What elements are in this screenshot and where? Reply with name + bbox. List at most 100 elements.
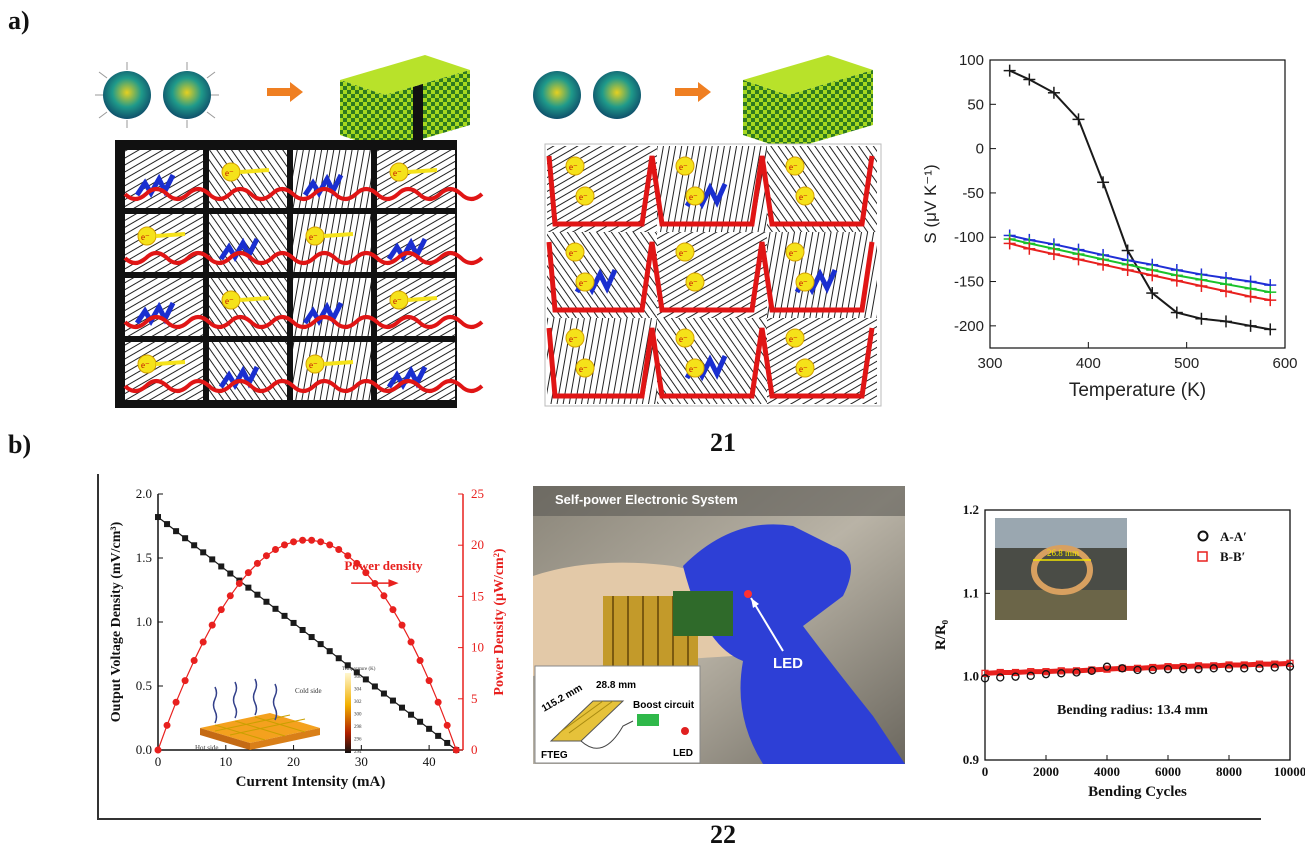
electron-icon xyxy=(685,358,705,378)
power-point xyxy=(163,721,171,729)
electron-icon xyxy=(795,358,815,378)
colorbar-tick-label: 300 xyxy=(354,713,362,718)
electron-label: e⁻ xyxy=(569,162,578,172)
x-tick-label: 500 xyxy=(1174,355,1199,372)
plot-frame xyxy=(984,509,1291,761)
blue-glove xyxy=(683,524,905,764)
power-point xyxy=(253,559,261,567)
inset-led: LED xyxy=(673,748,693,759)
series-a-point xyxy=(1133,665,1142,675)
electron-label: e⁻ xyxy=(799,192,808,202)
phonon-wave xyxy=(386,237,428,262)
electron-label: e⁻ xyxy=(225,168,234,178)
power-density-annotation: Power density xyxy=(344,558,423,573)
series-b-point xyxy=(1011,668,1020,677)
y-tick-label: 1.0 xyxy=(136,614,152,629)
temperature-colorbar xyxy=(345,673,351,753)
electron-icon xyxy=(575,186,595,206)
voltage-point xyxy=(281,612,288,619)
electron-track xyxy=(155,232,186,238)
colorbar-tick-label: 302 xyxy=(354,700,362,705)
y-tick-label: 0.5 xyxy=(136,678,152,693)
electron-track xyxy=(323,360,354,366)
electron-label: e⁻ xyxy=(309,232,318,242)
y-tick-label: 1.0 xyxy=(963,669,979,684)
potential-wave xyxy=(123,379,484,393)
figure-number-22: 22 xyxy=(710,820,736,849)
legend-label-b: B-B′ xyxy=(1220,549,1245,564)
series-a-point xyxy=(1072,668,1081,677)
x-tick-label: 40 xyxy=(423,754,436,769)
electron-label: e⁻ xyxy=(579,278,588,288)
arrow-icon xyxy=(675,82,711,102)
electron-track xyxy=(407,168,438,174)
x-tick-label: 10000 xyxy=(1274,764,1305,779)
y-tick-label: -200 xyxy=(954,318,984,335)
grain-cell xyxy=(547,146,657,232)
legend-label-a: A-A′ xyxy=(1220,529,1247,544)
power-point xyxy=(281,541,289,549)
series-a-point xyxy=(980,674,990,683)
power-point xyxy=(308,536,316,544)
inset-boost: Boost circuit xyxy=(633,700,695,711)
bending-radius-annotation: Bending radius: 13.4 mm xyxy=(1057,703,1208,718)
plot-frame xyxy=(989,59,1286,349)
sintered-block-with-boundary xyxy=(340,55,470,150)
power-point xyxy=(443,721,451,729)
x-tick-label: 600 xyxy=(1272,355,1297,372)
series-b-trace xyxy=(984,660,1291,676)
electron-icon xyxy=(675,156,695,176)
electron-label: e⁻ xyxy=(579,192,588,202)
panel-b-frame xyxy=(97,474,1261,820)
electron-label: e⁻ xyxy=(141,360,150,370)
figure-number-21: 21 xyxy=(710,428,736,457)
power-line xyxy=(157,539,457,751)
voltage-point xyxy=(371,683,378,690)
photo-title: Self-power Electronic System xyxy=(555,492,738,507)
nanoparticle-pair-ligand xyxy=(95,62,219,128)
series-a-point xyxy=(1224,664,1234,673)
power-point xyxy=(362,569,370,577)
power-point xyxy=(262,552,270,560)
y-axis-label: Output Voltage Density (mV/cm³) xyxy=(109,521,124,722)
phonon-wave xyxy=(302,173,344,198)
voltage-point xyxy=(272,605,279,612)
phonon-wave xyxy=(302,301,344,326)
inset-colorbar-title: Temperature (K) xyxy=(342,667,376,672)
series-b-point xyxy=(1240,661,1248,669)
series-b-point xyxy=(981,669,989,677)
electron-track xyxy=(323,232,354,238)
device-inset: 115.2 mm 28.8 mm Boost circuit FTEG LED xyxy=(534,665,701,764)
power-point xyxy=(353,559,361,567)
voltage-point xyxy=(326,648,333,655)
electron-label: e⁻ xyxy=(569,334,578,344)
voltage-point xyxy=(380,690,387,697)
voltage-point xyxy=(245,584,252,591)
electron-track xyxy=(407,296,438,302)
phonon-wave xyxy=(386,365,428,390)
series-line xyxy=(1009,242,1271,302)
y-axis-label: S (μV K⁻¹) xyxy=(921,164,940,243)
nanoparticle-pair-bare xyxy=(533,71,641,119)
potential-wave xyxy=(123,187,484,201)
power-point xyxy=(235,579,243,587)
electron-icon xyxy=(565,156,585,176)
bending-chart: 0 2000 4000 6000 8000 10000 0.9 1.0 1.1 1.2 Bendin… xyxy=(933,502,1305,800)
voltage-point xyxy=(155,514,161,521)
power-point xyxy=(290,538,298,546)
electron-icon xyxy=(575,358,595,378)
electron-label: e⁻ xyxy=(393,168,402,178)
voltage-point xyxy=(435,732,442,739)
inset-cold-side: Cold side xyxy=(295,687,322,695)
phonon-wave xyxy=(218,365,260,390)
x-tick-label: 300 xyxy=(977,355,1002,372)
voltage-point xyxy=(218,563,225,570)
y2-tick-label: 15 xyxy=(471,588,484,603)
voltage-point xyxy=(227,570,234,577)
voltage-point xyxy=(299,626,306,633)
x-tick-label: 0 xyxy=(155,754,162,769)
legend-marker-b xyxy=(1197,551,1208,562)
grain-cell xyxy=(767,146,877,232)
y-tick-label: 0 xyxy=(976,141,984,158)
power-point xyxy=(344,552,352,560)
